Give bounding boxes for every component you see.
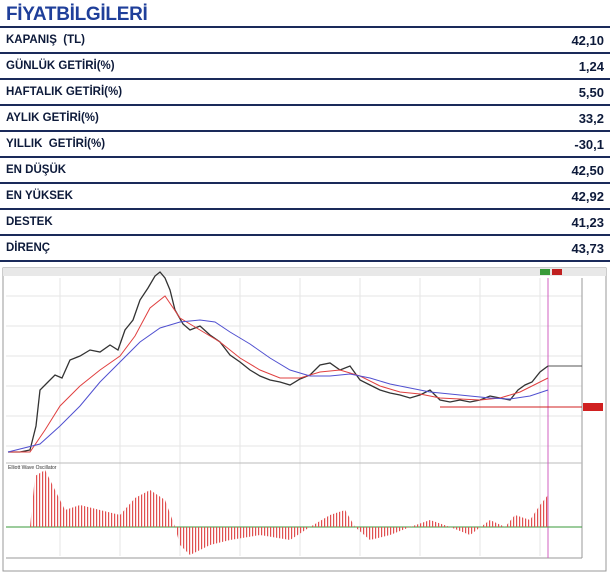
row-label: DİRENÇ xyxy=(6,242,51,254)
row-label: EN DÜŞÜK xyxy=(6,164,67,176)
row-value: 5,50 xyxy=(578,84,604,100)
row-value: 42,92 xyxy=(571,188,604,204)
price-tag xyxy=(583,403,603,411)
table-row: AYLIK GETİRİ(%) 33,2 xyxy=(0,106,610,132)
toolbar xyxy=(3,268,606,276)
table-row: EN YÜKSEK 42,92 xyxy=(0,184,610,210)
row-label: DESTEK xyxy=(6,216,53,228)
row-value: 42,50 xyxy=(571,162,604,178)
toolbar-button xyxy=(540,269,550,275)
page-title: FİYATBİLGİLERİ xyxy=(6,4,148,25)
oscillator-title: Elliott Wave Oscillator xyxy=(8,465,57,471)
row-value: 41,23 xyxy=(571,214,604,230)
row-value: 1,24 xyxy=(578,58,604,74)
table-row: DİRENÇ 43,73 xyxy=(0,236,610,262)
table-row: YILLIK GETİRİ(%) -30,1 xyxy=(0,132,610,158)
table-row: EN DÜŞÜK 42,50 xyxy=(0,158,610,184)
table-row: KAPANIŞ (TL) 42,10 xyxy=(0,28,610,54)
table-row: GÜNLÜK GETİRİ(%) 1,24 xyxy=(0,54,610,80)
title-rule xyxy=(0,26,610,28)
grid xyxy=(6,278,582,556)
row-label: EN YÜKSEK xyxy=(6,190,73,202)
price-table: KAPANIŞ (TL) 42,10 GÜNLÜK GETİRİ(%) 1,24 HAF… xyxy=(0,28,610,262)
moving-average-short xyxy=(8,295,549,453)
table-row: HAFTALIK GETİRİ(%) 5,50 xyxy=(0,80,610,106)
moving-average-long xyxy=(7,319,549,453)
row-label: KAPANIŞ (TL) xyxy=(6,34,86,46)
oscillator-bars xyxy=(30,470,548,555)
row-label: AYLIK GETİRİ(%) xyxy=(6,112,99,124)
stock-chart: Elliott Wave Oscillator xyxy=(2,267,607,572)
row-label: GÜNLÜK GETİRİ(%) xyxy=(6,60,115,72)
row-value: 42,10 xyxy=(571,32,604,48)
row-label: YILLIK GETİRİ(%) xyxy=(6,138,106,150)
toolbar-button xyxy=(552,269,562,275)
price-line xyxy=(8,271,549,453)
table-row: DESTEK 41,23 xyxy=(0,210,610,236)
row-value: 33,2 xyxy=(578,110,604,126)
row-value: -30,1 xyxy=(574,136,604,152)
row-value: 43,73 xyxy=(571,240,604,256)
row-label: HAFTALIK GETİRİ(%) xyxy=(6,86,123,98)
